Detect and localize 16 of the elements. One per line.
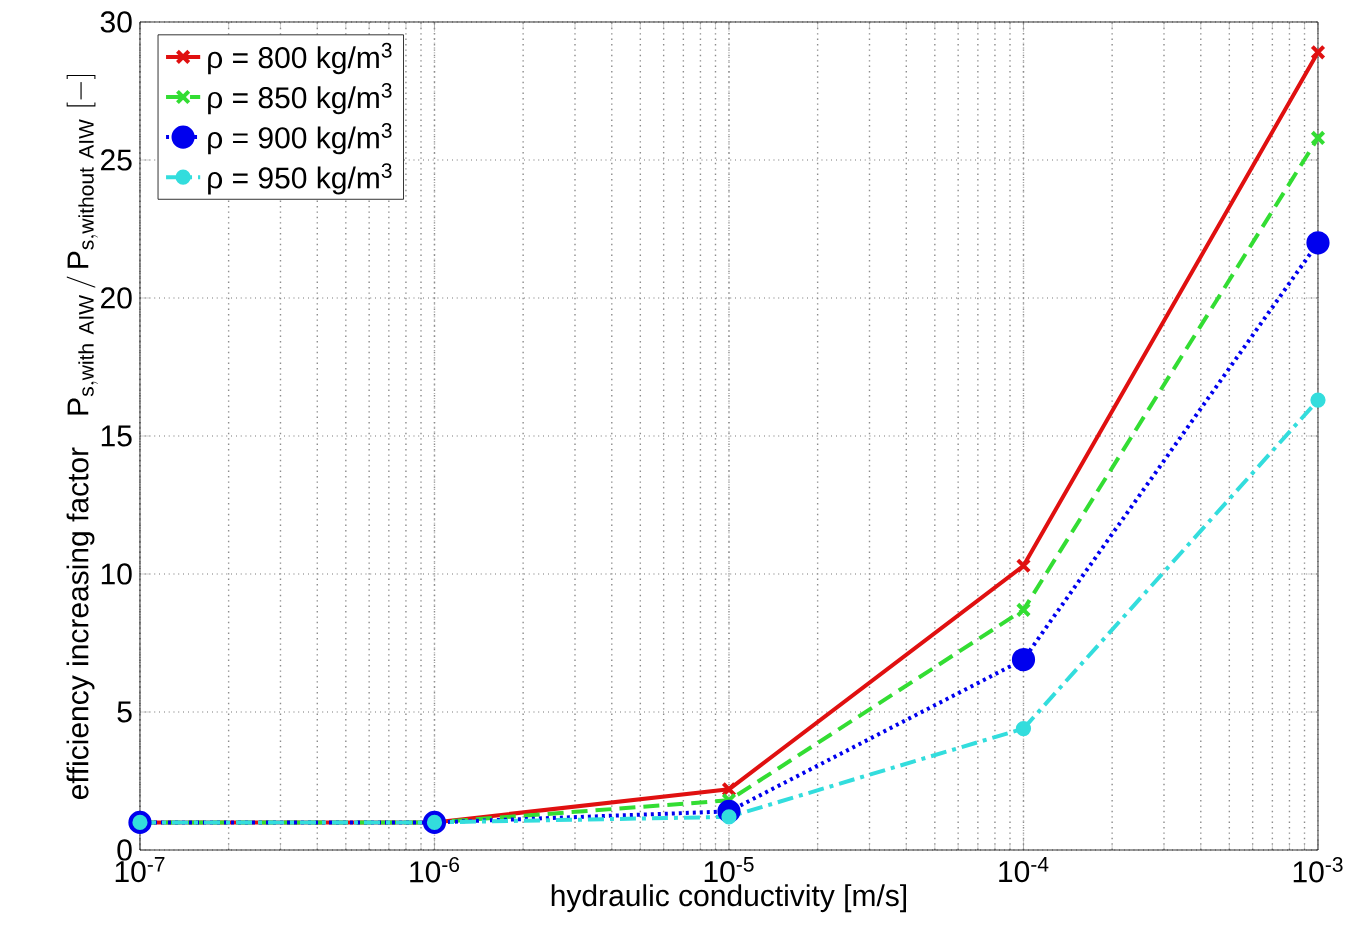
y-tick-label: 20 [101,287,132,309]
legend-label: ρ = 900 kg/m$^{3}$ [208,123,392,155]
x-tick-label: 10$^{-4}$ [999,857,1049,883]
x-tick-label: 10$^{-3}$ [1293,857,1343,883]
y-tick-label: 30 [100,11,132,33]
legend-label: ρ = 850 kg/m$^{3}$ [208,82,392,115]
y-axis-title: $\mathrm{efficiency\ increasing\ factor}\quad \mathrm{P}_{\mathrm{s,with\ AIW}}\,/\,\mathrm{P}_{\mathrm{s,without\ AIW}}\ [-]$ [66,75,98,800]
y-tick-label: 15 [101,425,132,447]
x-tick-label: 10$^{-6}$ [410,857,460,883]
y-tick-label: 5 [117,701,132,723]
y-tick-label: 25 [101,149,132,171]
x-tick-label: 10$^{-5}$ [704,857,754,883]
y-tick-label: 10 [101,563,132,585]
legend-label: ρ = 950 kg/m$^{3}$ [208,163,392,195]
legend-label: ρ = 800 kg/m$^{3}$ [208,42,392,75]
x-axis-title: hydraulic conductivity [m/s] [551,884,906,913]
